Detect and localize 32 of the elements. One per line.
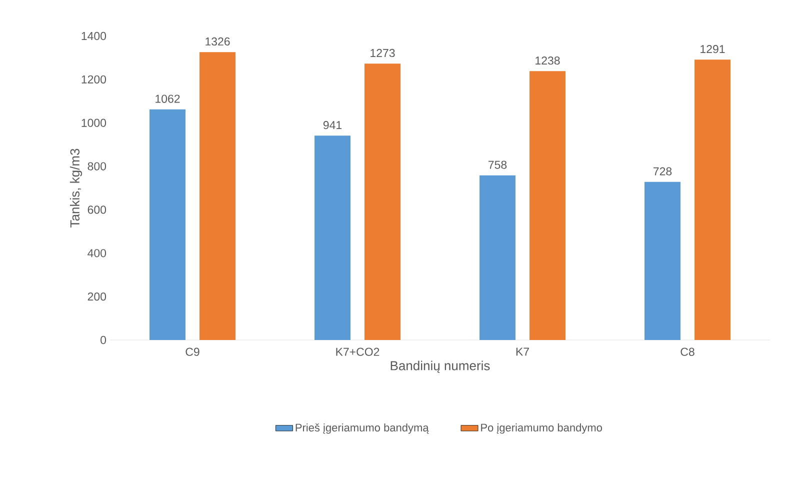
bar — [200, 52, 236, 340]
x-tick-label: K7 — [516, 348, 529, 356]
data-label: 728 — [654, 167, 672, 176]
data-label: 1062 — [156, 94, 180, 103]
y-tick-label: 800 — [88, 162, 106, 170]
legend-label: Prieš įgeriamumo bandymą — [296, 423, 429, 434]
y-tick-label: 200 — [88, 292, 106, 301]
x-tick-label: C8 — [680, 348, 694, 356]
bar — [364, 64, 401, 340]
bar — [644, 182, 681, 340]
bar — [480, 175, 516, 340]
data-label: 1273 — [370, 48, 395, 58]
x-tick-label: K7+CO2 — [336, 348, 380, 356]
data-label: 941 — [323, 121, 342, 130]
bar — [694, 60, 731, 340]
bar — [150, 109, 186, 340]
y-axis-title: Tankis, kg/m3 — [70, 148, 82, 228]
data-label: 1291 — [700, 45, 725, 54]
x-tick-label: C9 — [186, 348, 200, 356]
data-label: 1238 — [536, 56, 560, 65]
y-tick-label: 1000 — [82, 118, 106, 127]
bar — [530, 71, 566, 340]
y-tick-label: 1200 — [82, 75, 106, 84]
y-tick-label: 1400 — [82, 32, 106, 40]
y-tick-label: 0 — [100, 336, 106, 344]
y-tick-label: 600 — [88, 206, 106, 214]
bar — [314, 136, 351, 340]
data-label: 758 — [488, 160, 507, 169]
x-axis-title: Bandinių numeris — [390, 360, 490, 373]
data-label: 1326 — [206, 37, 230, 46]
y-tick-label: 400 — [88, 249, 106, 258]
legend-label: Po įgeriamumo bandymo — [481, 423, 602, 434]
